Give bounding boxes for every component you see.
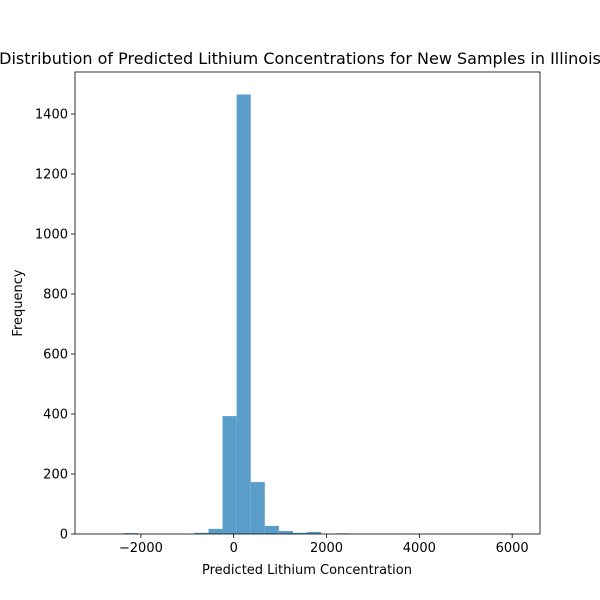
histogram-bar: [264, 525, 279, 534]
histogram-bar: [124, 533, 139, 534]
x-axis-ticks: −2000 0 2000 4000 6000: [119, 534, 529, 556]
histogram-bar: [250, 482, 265, 534]
y-tick-label: 400: [43, 408, 68, 423]
y-tick-label: 1200: [35, 168, 68, 183]
x-tick-label: 4000: [403, 541, 436, 556]
histogram-bar: [194, 532, 209, 534]
y-tick-label: 0: [60, 528, 68, 543]
histogram-bar: [208, 528, 223, 534]
y-axis-ticks: 0 200 400 600 800 1000 1200 1400: [35, 108, 75, 543]
x-tick-label: −2000: [119, 541, 163, 556]
y-tick-label: 800: [43, 288, 68, 303]
histogram-bar: [307, 531, 322, 534]
y-axis-label: Frequency: [11, 269, 26, 336]
y-tick-label: 1000: [35, 228, 68, 243]
y-tick-label: 1400: [35, 108, 68, 123]
x-axis-label: Predicted Lithium Concentration: [202, 563, 412, 578]
x-tick-label: 0: [230, 541, 238, 556]
y-tick-label: 200: [43, 468, 68, 483]
bars-group: [124, 94, 519, 534]
plot-frame: [74, 71, 541, 535]
histogram-bar: [236, 94, 251, 534]
histogram-bar: [292, 532, 308, 534]
x-tick-label: 6000: [496, 541, 529, 556]
y-tick-label: 600: [43, 348, 68, 363]
chart-title: Distribution of Predicted Lithium Concen…: [0, 49, 600, 68]
x-tick-label: 2000: [310, 541, 343, 556]
histogram-bar: [278, 531, 293, 534]
histogram-bar: [222, 416, 237, 534]
